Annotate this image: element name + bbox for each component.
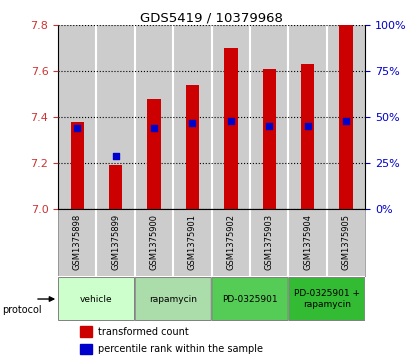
Text: GSM1375898: GSM1375898 [73, 214, 82, 270]
Text: GSM1375902: GSM1375902 [226, 214, 235, 270]
Title: GDS5419 / 10379968: GDS5419 / 10379968 [140, 11, 283, 24]
Text: transformed count: transformed count [98, 327, 189, 337]
Bar [301, 64, 314, 209]
Text: rapamycin: rapamycin [149, 294, 197, 303]
Point [266, 123, 273, 129]
Bar [339, 25, 353, 209]
Bar [212, 25, 250, 209]
FancyBboxPatch shape [289, 278, 365, 321]
Text: GSM1375905: GSM1375905 [342, 214, 351, 270]
Text: PD-0325901 +
rapamycin: PD-0325901 + rapamycin [294, 289, 360, 309]
Bar [71, 122, 84, 209]
Point [74, 125, 81, 131]
Point [189, 120, 196, 126]
Text: GSM1375903: GSM1375903 [265, 214, 274, 270]
Bar [80, 326, 92, 337]
Text: protocol: protocol [2, 305, 42, 315]
Bar [327, 25, 365, 209]
Text: GSM1375900: GSM1375900 [149, 214, 159, 270]
Bar [288, 25, 327, 209]
Bar [80, 344, 92, 354]
Text: vehicle: vehicle [80, 294, 113, 303]
Text: PD-0325901: PD-0325901 [222, 294, 278, 303]
Bar [173, 25, 212, 209]
Bar [186, 85, 199, 209]
Bar [263, 69, 276, 209]
Text: percentile rank within the sample: percentile rank within the sample [98, 344, 263, 354]
Point [151, 125, 157, 131]
Point [112, 153, 119, 159]
FancyBboxPatch shape [212, 278, 288, 321]
Bar [250, 25, 288, 209]
FancyBboxPatch shape [59, 278, 134, 321]
Text: GSM1375899: GSM1375899 [111, 214, 120, 270]
Point [227, 118, 234, 124]
FancyBboxPatch shape [135, 278, 211, 321]
Bar [224, 48, 237, 209]
Point [304, 123, 311, 129]
Bar [96, 25, 135, 209]
Point [343, 118, 349, 124]
Text: GSM1375901: GSM1375901 [188, 214, 197, 270]
Bar [109, 165, 122, 209]
Bar [58, 25, 96, 209]
Bar [147, 99, 161, 209]
Text: GSM1375904: GSM1375904 [303, 214, 312, 270]
Bar [135, 25, 173, 209]
